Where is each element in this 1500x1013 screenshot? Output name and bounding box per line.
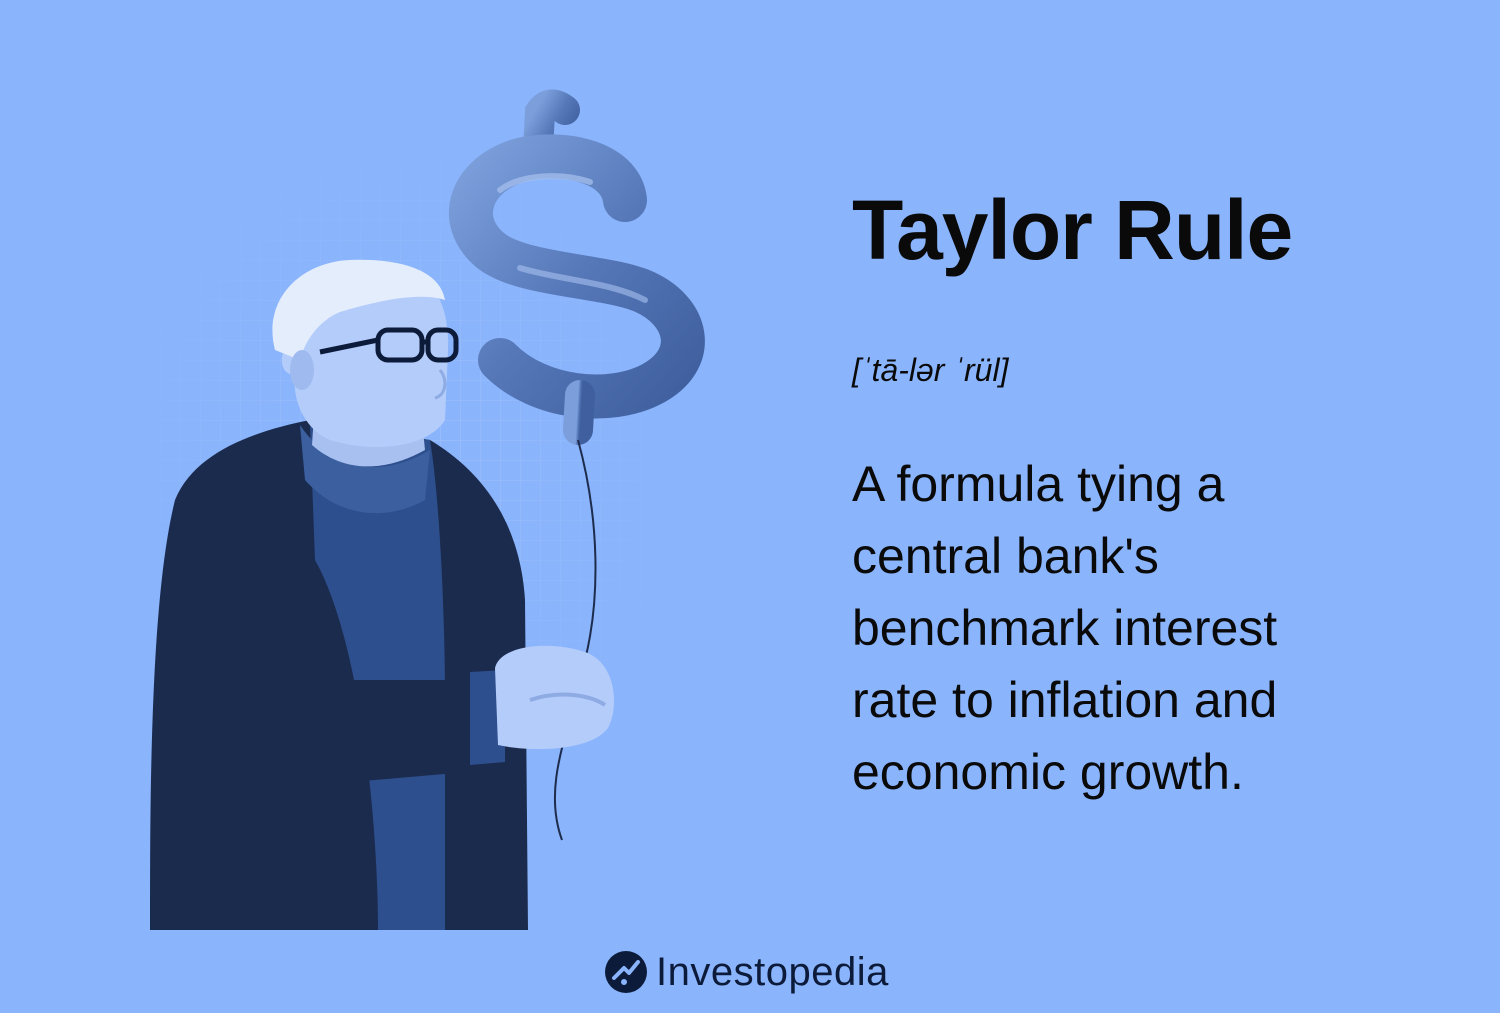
illustration — [100, 89, 705, 930]
definition-text: A formula tying a central bank's benchma… — [852, 456, 1278, 800]
glasses-icon — [319, 327, 459, 363]
dollar-sign-balloon-icon — [448, 89, 705, 445]
term-card: Taylor Rule [ˈtā-lər ˈrül] A formula tyi… — [852, 178, 1452, 808]
brand-name: Investopedia — [656, 949, 889, 994]
term-title: Taylor Rule — [852, 183, 1293, 277]
man-figure — [150, 259, 615, 930]
pronunciation: [ˈtā-lər ˈrül] — [852, 352, 1009, 388]
brand-logo: Investopedia — [604, 944, 889, 1000]
investopedia-logo-icon — [605, 951, 647, 993]
